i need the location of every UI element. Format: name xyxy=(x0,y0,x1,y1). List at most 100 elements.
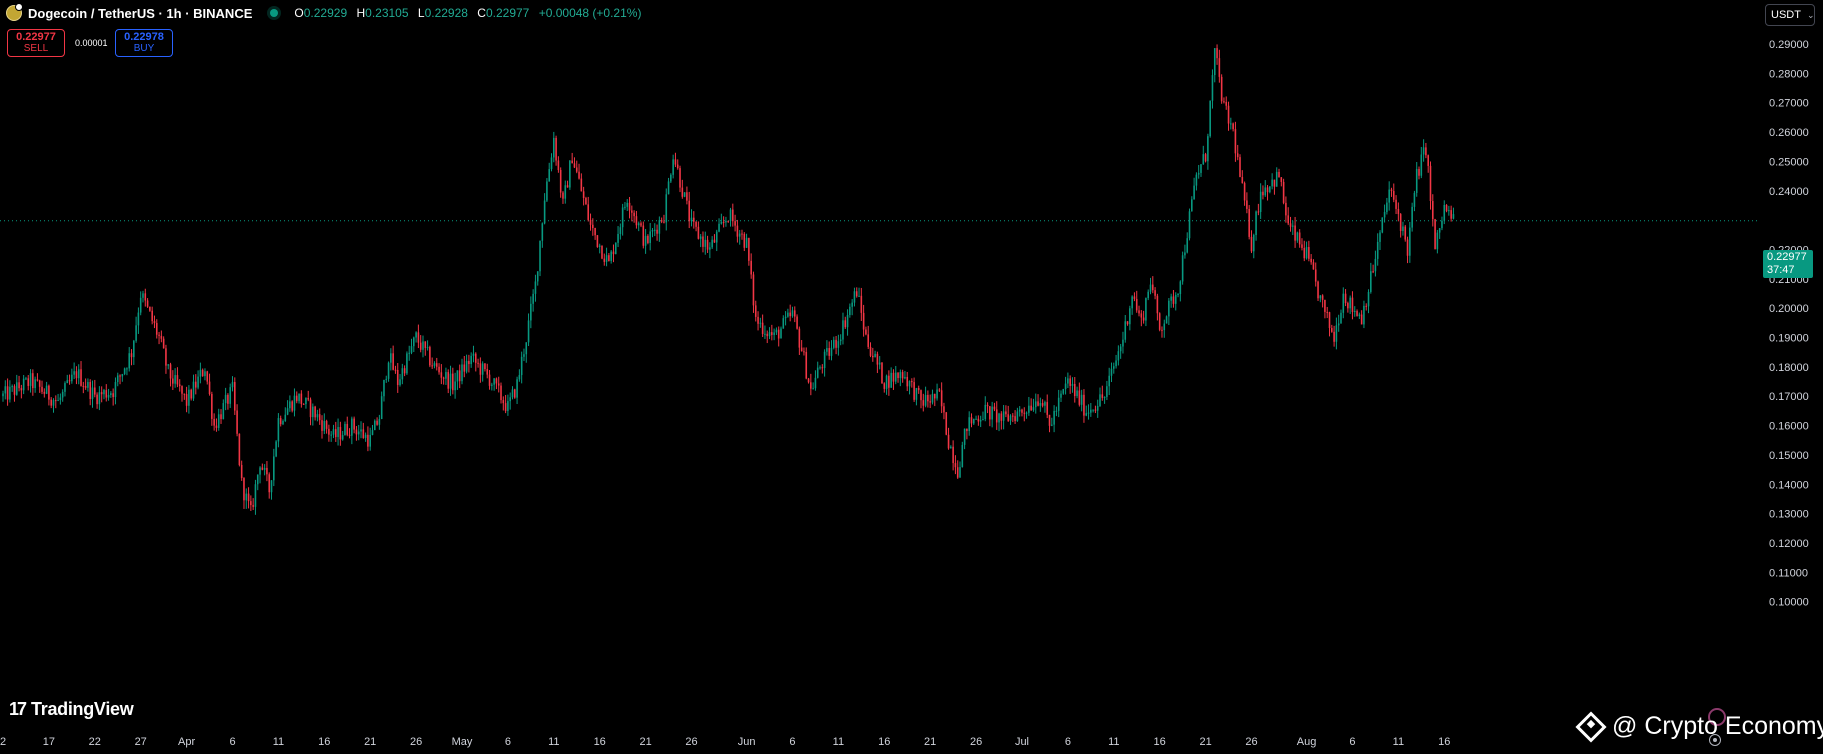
candle-body xyxy=(224,394,227,404)
candle-body xyxy=(1149,284,1152,292)
candle-body xyxy=(133,340,135,358)
candle-body xyxy=(1009,415,1012,421)
candle-body xyxy=(1227,105,1230,124)
candle-body xyxy=(1273,179,1276,187)
candle-body xyxy=(233,382,236,411)
candle-body xyxy=(1046,402,1049,415)
binance-diamond-icon xyxy=(1575,710,1607,743)
candle-body xyxy=(1181,255,1184,282)
candle-body xyxy=(80,369,82,386)
candle-body xyxy=(989,406,991,420)
candle-body xyxy=(738,233,741,237)
candle-body xyxy=(681,187,684,197)
candle-body xyxy=(1156,295,1159,314)
candle-body xyxy=(1177,294,1179,296)
candle-body xyxy=(874,353,876,358)
candle-body xyxy=(743,233,746,248)
candle-body xyxy=(1216,48,1218,59)
time-axis-label: 16 xyxy=(318,736,330,748)
candle-body xyxy=(835,339,837,348)
candle-body xyxy=(759,322,762,324)
candle-body xyxy=(1310,258,1312,263)
candle-body xyxy=(433,363,436,366)
candle-body xyxy=(1374,258,1377,272)
candle-body xyxy=(1048,414,1051,426)
candle-body xyxy=(1450,210,1452,219)
ohlc-open-label: O xyxy=(294,6,304,20)
candle-body xyxy=(91,387,94,399)
currency-select[interactable]: USDT ⌄ xyxy=(1765,4,1815,26)
candle-body xyxy=(1057,397,1060,411)
candle-body xyxy=(190,389,192,399)
candle-body xyxy=(188,389,190,406)
candle-body xyxy=(1140,313,1143,318)
last-price-value: 0.22977 xyxy=(1767,251,1807,263)
sell-button[interactable]: 0.22977 SELL xyxy=(7,29,65,57)
candle-body xyxy=(913,382,915,400)
candle-body xyxy=(6,386,9,400)
candle-body xyxy=(419,342,422,350)
price-axis-label: 0.28000 xyxy=(1769,68,1809,80)
candle-body xyxy=(142,293,144,298)
candle-body xyxy=(894,372,897,382)
candle-body xyxy=(764,333,766,335)
candle-body xyxy=(975,418,977,420)
candle-body xyxy=(1264,187,1267,196)
candle-body xyxy=(1317,281,1319,299)
candle-body xyxy=(844,320,847,328)
time-axis-label: 2 xyxy=(0,736,6,748)
candle-body xyxy=(1044,402,1046,406)
time-axis-label: 21 xyxy=(364,736,376,748)
candle-body xyxy=(449,373,452,389)
candle-body xyxy=(995,409,998,423)
candle-body xyxy=(539,240,541,272)
candle-body xyxy=(553,137,555,158)
candle-body xyxy=(1266,187,1269,193)
candle-body xyxy=(876,353,879,365)
candle-body xyxy=(722,221,725,223)
candle-body xyxy=(1154,290,1156,296)
candle-body xyxy=(945,412,948,435)
candle-body xyxy=(761,322,764,334)
candle-body xyxy=(318,414,321,421)
candle-body xyxy=(1225,101,1228,106)
candle-body xyxy=(534,281,537,294)
tradingview-logo[interactable]: 17 TradingView xyxy=(9,699,134,720)
candle-body xyxy=(1415,168,1418,193)
candle-body xyxy=(679,168,681,188)
candle-body xyxy=(1395,199,1397,209)
time-axis[interactable]: 2 17 22 27 Apr 6 11 16 21 26 May 6 11 16 21 26 Jun 6 11 16 2… xyxy=(0,736,1450,748)
candle-body xyxy=(1168,300,1170,317)
candle-body xyxy=(1122,339,1124,347)
time-axis-label: 16 xyxy=(1438,736,1450,748)
price-axis-label: 0.26000 xyxy=(1769,127,1809,139)
candle-body xyxy=(497,383,500,386)
candle-body xyxy=(936,389,938,399)
gear-icon[interactable] xyxy=(1709,734,1721,746)
time-axis-label: May xyxy=(452,736,473,748)
candle-body xyxy=(745,237,748,248)
candle-body xyxy=(768,332,771,337)
candle-body xyxy=(1067,378,1069,384)
candle-body xyxy=(559,169,562,193)
candle-body xyxy=(1041,403,1044,406)
candle-body xyxy=(571,160,573,164)
candle-body xyxy=(1241,177,1244,184)
buy-button[interactable]: 0.22978 BUY xyxy=(115,29,173,57)
candle-body xyxy=(1126,321,1129,325)
price-axis-label: 0.25000 xyxy=(1769,156,1809,168)
candle-body xyxy=(1406,239,1409,256)
candle-body xyxy=(904,376,906,379)
candle-body xyxy=(220,414,222,420)
candle-body xyxy=(729,209,732,222)
candle-body xyxy=(851,302,853,307)
candle-body xyxy=(585,198,587,205)
candle-body xyxy=(766,333,769,337)
candle-body xyxy=(614,242,617,255)
candle-body xyxy=(87,382,89,388)
replay-icon[interactable] xyxy=(1708,708,1726,726)
candle-body xyxy=(968,417,970,432)
candle-body xyxy=(575,167,578,172)
symbol-title[interactable]: Dogecoin / TetherUS · 1h · BINANCE xyxy=(28,5,253,21)
